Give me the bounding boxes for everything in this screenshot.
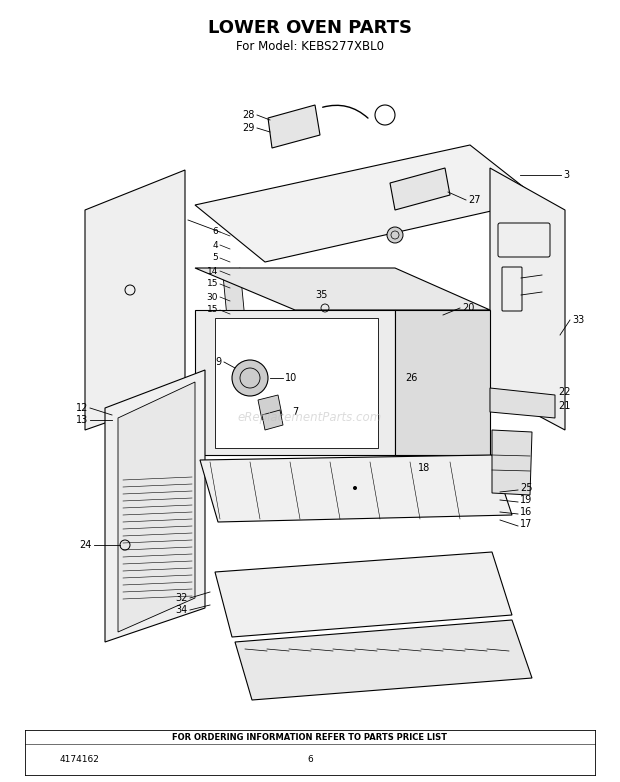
Text: 7: 7 — [292, 407, 298, 417]
Text: eReplacementParts.com: eReplacementParts.com — [238, 411, 382, 425]
Polygon shape — [195, 145, 540, 262]
Polygon shape — [262, 410, 283, 430]
Polygon shape — [490, 388, 555, 418]
Text: 9: 9 — [216, 357, 222, 367]
Text: 6: 6 — [307, 755, 313, 765]
Text: 4: 4 — [213, 241, 218, 249]
Text: 15: 15 — [206, 279, 218, 289]
Circle shape — [387, 227, 403, 243]
Polygon shape — [223, 268, 245, 328]
Circle shape — [232, 360, 268, 396]
Text: 19: 19 — [520, 495, 532, 505]
Polygon shape — [395, 310, 490, 455]
Text: 15: 15 — [206, 306, 218, 314]
Text: 10: 10 — [285, 373, 297, 383]
Text: 16: 16 — [520, 507, 532, 517]
Text: 27: 27 — [468, 195, 481, 205]
Text: LOWER OVEN PARTS: LOWER OVEN PARTS — [208, 19, 412, 37]
Polygon shape — [490, 168, 565, 430]
Text: 12: 12 — [76, 403, 88, 413]
Text: 4174162: 4174162 — [60, 755, 100, 765]
Text: 18: 18 — [418, 463, 430, 473]
Text: 3: 3 — [563, 170, 569, 180]
Text: 24: 24 — [79, 540, 92, 550]
Text: 30: 30 — [206, 292, 218, 302]
Text: 32: 32 — [175, 593, 188, 603]
Text: 20: 20 — [462, 303, 474, 313]
Polygon shape — [215, 318, 378, 448]
Text: 29: 29 — [242, 123, 255, 133]
Polygon shape — [258, 395, 282, 420]
Polygon shape — [195, 310, 395, 455]
Text: 21: 21 — [558, 401, 570, 411]
Polygon shape — [85, 170, 185, 430]
Text: 34: 34 — [175, 605, 188, 615]
Text: 13: 13 — [76, 415, 88, 425]
Circle shape — [353, 486, 357, 490]
Text: 25: 25 — [520, 483, 533, 493]
Text: FOR ORDERING INFORMATION REFER TO PARTS PRICE LIST: FOR ORDERING INFORMATION REFER TO PARTS … — [172, 733, 448, 741]
Text: 26: 26 — [405, 373, 417, 383]
Text: 28: 28 — [242, 110, 255, 120]
Polygon shape — [235, 620, 532, 700]
Polygon shape — [195, 268, 490, 310]
Text: 6: 6 — [212, 228, 218, 236]
Polygon shape — [492, 430, 532, 495]
Text: 22: 22 — [558, 387, 570, 397]
Polygon shape — [215, 552, 512, 637]
Text: 14: 14 — [206, 267, 218, 275]
Polygon shape — [200, 455, 512, 522]
Text: 17: 17 — [520, 519, 533, 529]
Text: 5: 5 — [212, 253, 218, 263]
Polygon shape — [118, 382, 195, 632]
Polygon shape — [105, 370, 205, 642]
Polygon shape — [390, 168, 450, 210]
Text: 35: 35 — [315, 290, 327, 300]
Text: For Model: KEBS277XBL0: For Model: KEBS277XBL0 — [236, 40, 384, 52]
Polygon shape — [268, 105, 320, 148]
Text: 33: 33 — [572, 315, 584, 325]
